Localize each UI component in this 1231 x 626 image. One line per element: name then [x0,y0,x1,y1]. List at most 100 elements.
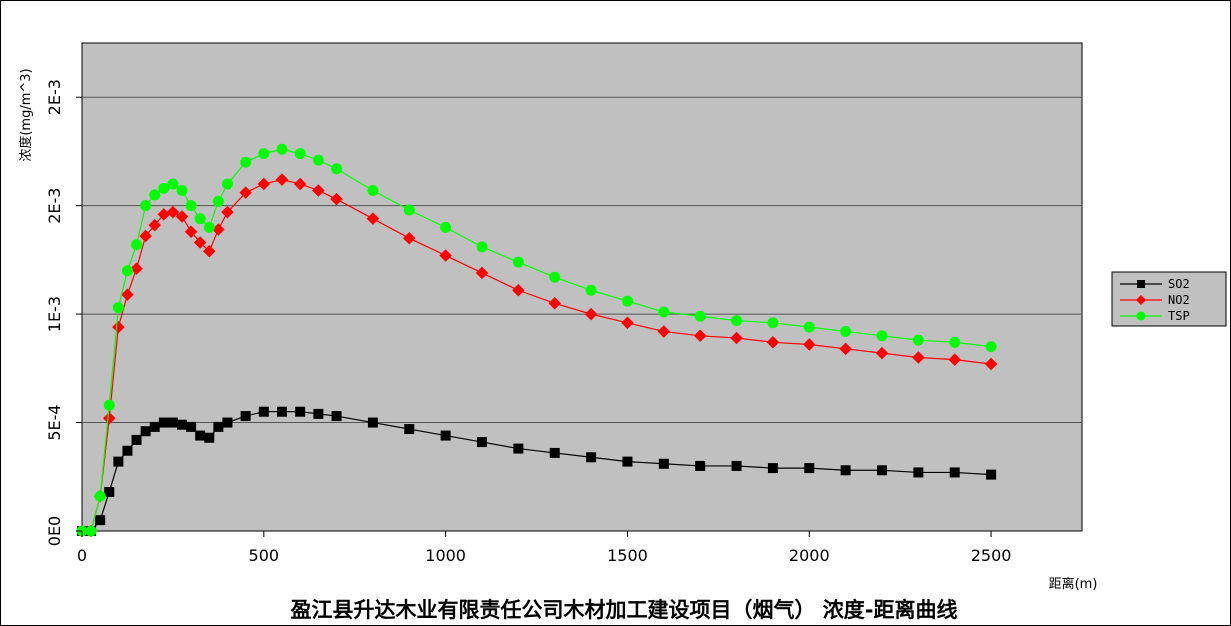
data-point-tsp [621,295,633,307]
chart-title: 盈江县升达木业有限责任公司木材加工建设项目（烟气） 浓度-距离曲线 [289,598,957,622]
data-point-so2 [549,447,560,458]
data-point-no2 [103,411,116,425]
data-point-tsp [103,399,115,411]
data-point-tsp [167,178,179,190]
data-point-so2 [104,486,115,497]
legend-box [1111,271,1227,327]
data-point-no2 [330,192,343,206]
data-point-so2 [258,406,269,417]
data-point-no2 [157,208,171,221]
data-point-so2 [404,424,415,435]
data-point-so2 [177,419,187,430]
data-point-no2 [875,346,889,360]
data-point-so2 [158,417,169,428]
data-point-so2 [731,460,742,471]
x-tick-label: 0 [77,546,87,565]
data-point-tsp [112,302,124,314]
data-point-tsp [476,241,488,253]
data-point-so2 [122,445,133,456]
x-tick-label: 1000 [425,546,466,565]
data-point-tsp [276,143,288,155]
data-point-tsp [731,315,743,327]
data-point-so2 [658,458,669,469]
data-point-so2 [113,456,124,467]
data-point-tsp [194,213,206,225]
data-point-no2 [175,210,189,223]
data-point-tsp [440,221,452,233]
data-point-no2 [548,297,561,310]
data-point-so2 [877,465,887,476]
data-point-tsp [331,163,343,175]
series-tsp [76,143,997,537]
legend-label-tsp: TSP [1168,309,1190,323]
data-point-so2 [367,417,378,428]
y-tick-label: 0E0 [45,516,64,546]
data-point-no2 [148,218,161,232]
data-point-tsp [403,204,415,216]
data-point-so2 [140,426,151,437]
data-point-so2 [586,452,597,463]
data-point-so2 [440,430,451,441]
gridlines [82,96,1082,424]
y-tick-label: 2E-3 [45,188,64,224]
data-point-no2 [730,331,743,345]
data-point-tsp [549,271,561,283]
data-point-tsp [585,284,597,296]
data-point-tsp [512,256,524,268]
data-point-no2 [203,244,216,258]
x-tick-label: 1500 [607,546,648,565]
data-point-no2 [193,236,207,249]
data-point-no2 [257,177,271,191]
data-point-so2 [840,465,851,476]
data-point-no2 [312,184,325,197]
legend-label-no2: NO2 [1168,293,1190,307]
data-point-tsp [221,178,233,190]
data-point-tsp [240,156,252,168]
y-tick-label: 5E-4 [45,404,64,440]
data-point-tsp [949,336,961,348]
data-point-no2 [948,353,961,366]
data-point-tsp [121,265,133,277]
data-point-so2 [149,421,160,432]
data-point-no2 [657,325,671,338]
data-point-so2 [949,467,960,478]
axes: 0E0 5E-4 1E-3 2E-3 2E-3 0 500 1000 1500 2000 2500 [45,79,1011,565]
data-point-tsp [312,154,324,166]
data-point-no2 [475,266,489,280]
data-point-tsp [176,184,188,196]
data-point-no2 [184,225,198,238]
data-point-so2 [240,411,251,422]
data-point-tsp [803,321,815,333]
legend-marker-tsp [1136,311,1146,321]
data-point-tsp [840,325,852,337]
data-point-tsp [367,184,379,196]
data-point-tsp [140,200,152,212]
data-point-no2 [693,329,707,343]
data-point-no2 [221,205,234,219]
data-point-no2 [239,186,252,199]
data-point-so2 [277,406,287,417]
data-point-tsp [85,525,97,537]
data-point-tsp [985,341,997,353]
data-point-no2 [439,249,452,262]
data-point-tsp [912,334,924,346]
legend-marker-so2 [1137,280,1145,288]
x-axis-title: 距离(m) [1049,576,1098,592]
data-point-no2 [512,284,525,297]
data-point-so2 [204,432,215,443]
data-point-so2 [767,463,778,474]
data-point-no2 [621,316,634,330]
data-point-so2 [222,417,233,428]
legend-label-so2: SO2 [1168,277,1190,291]
data-point-so2 [313,408,324,419]
data-point-no2 [803,338,816,351]
data-point-no2 [839,342,852,356]
data-point-so2 [477,437,487,448]
data-point-tsp [876,330,888,342]
data-point-no2 [166,205,180,219]
y-tick-label: 2E-3 [45,79,64,115]
data-point-no2 [130,262,143,275]
data-point-tsp [94,490,106,502]
data-point-so2 [167,417,178,428]
